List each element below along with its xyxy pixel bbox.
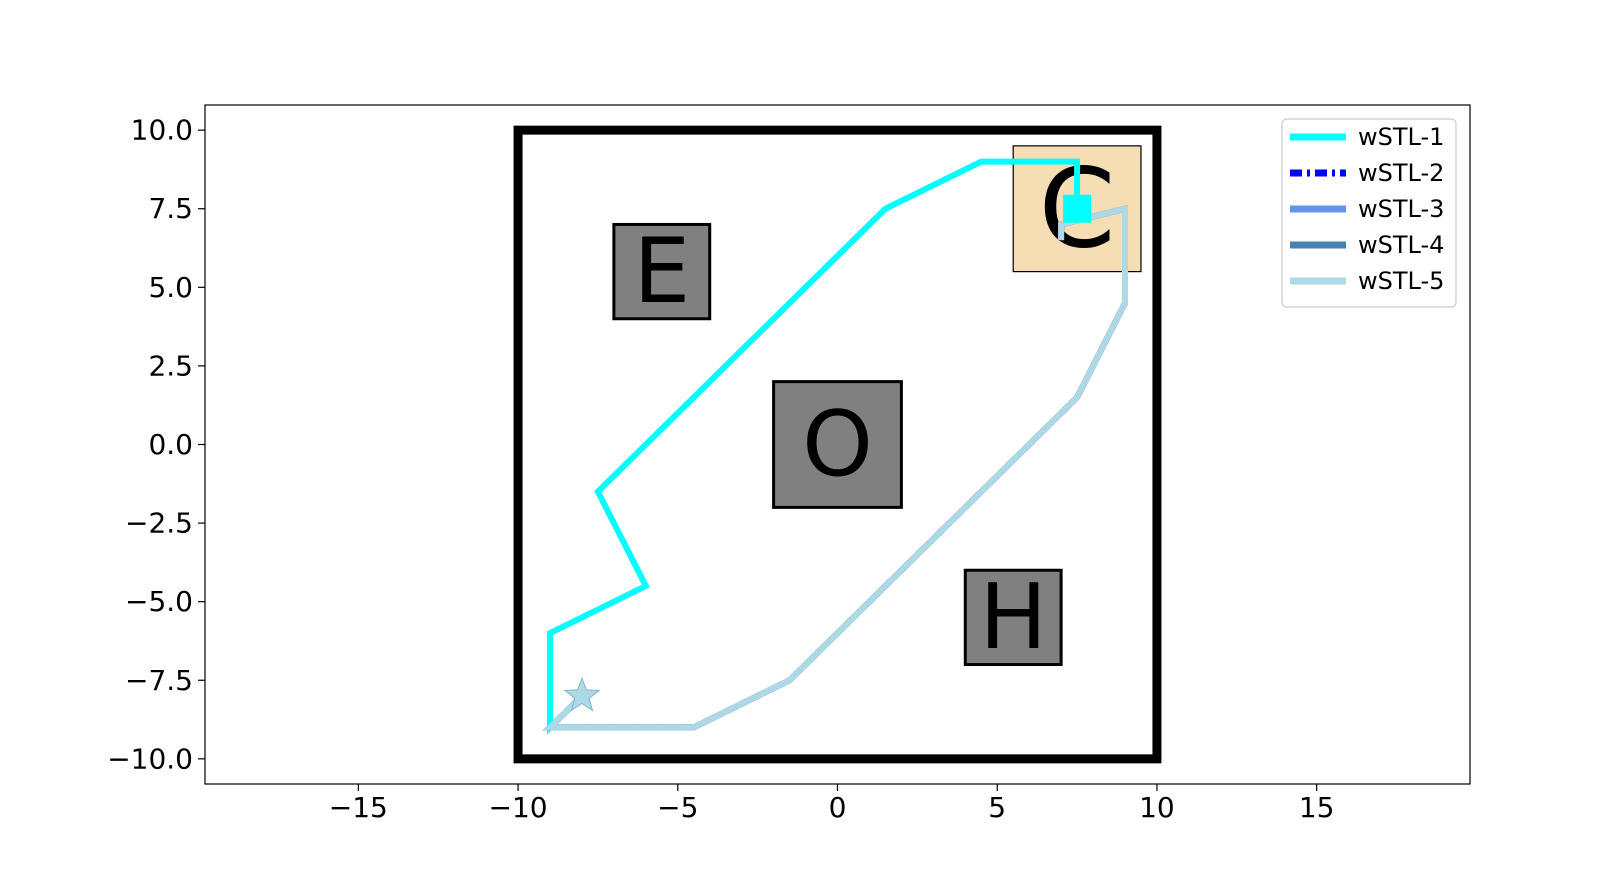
legend-label-wstl-3: wSTL-3 [1358,195,1444,223]
y-tick-label: −10.0 [107,742,193,775]
workspace-boundary [513,125,1162,764]
legend-label-wstl-1: wSTL-1 [1358,123,1444,151]
legend-items: wSTL-1 wSTL-2 wSTL-3 wSTL-4 wSTL-5 [1290,123,1444,295]
legend-box [1281,118,1457,308]
start-star-marker [563,676,601,712]
region-h-box [963,568,1063,667]
plot-area: EOHC [204,104,1471,785]
legend-label-wstl-4: wSTL-4 [1358,231,1444,259]
x-tick-label: −10 [489,791,548,824]
x-tick-label: 0 [829,791,847,824]
markers-layer [563,194,1092,712]
goal-square-marker [1063,194,1092,223]
y-tick-label: 7.5 [148,192,193,225]
legend-label-wstl-2: wSTL-2 [1358,159,1444,187]
y-tick-label: 5.0 [148,271,193,304]
y-tick-label: −5.0 [125,585,193,618]
x-tick-label: −5 [657,791,698,824]
y-tick-label: −2.5 [125,507,193,540]
x-tick-label: 10 [1139,791,1175,824]
y-tick-label: 0.0 [148,428,193,461]
region-o-box [772,380,903,509]
legend-label-wstl-5: wSTL-5 [1358,267,1444,295]
boundary-layer [513,125,1162,764]
x-tick-label: −15 [329,791,388,824]
y-axis: −10.0 −7.5 −5.0 −2.5 0.0 2.5 5.0 7.5 10.0 [107,114,205,775]
legend: wSTL-1 wSTL-2 wSTL-3 wSTL-4 wSTL-5 [1281,118,1457,308]
y-tick-label: −7.5 [125,664,193,697]
series-wstl-1-line [547,158,1081,735]
region-e-box [612,222,712,321]
region-e-label: E [633,219,690,324]
region-o-label: O [802,392,873,497]
x-axis: −15 −10 −5 0 5 10 15 [329,784,1335,824]
region-h-label: H [979,565,1047,670]
x-tick-label: 15 [1299,791,1335,824]
y-tick-label: 10.0 [131,114,193,147]
x-tick-label: 5 [988,791,1006,824]
y-tick-label: 2.5 [148,349,193,382]
